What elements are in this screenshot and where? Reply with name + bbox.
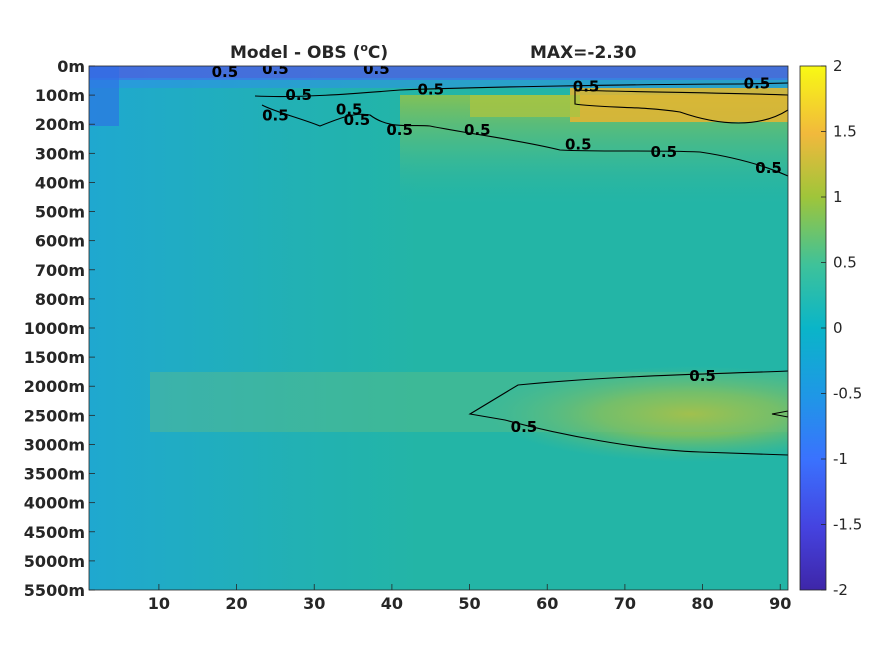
colorbar: 2 1.5 1 0.5 0 -0.5 -1 -1.5 -2 (799, 57, 862, 599)
y-tick-label: 4000m (24, 494, 85, 513)
x-tick-label: 30 (303, 594, 325, 613)
contour-label: 0.5 (262, 106, 289, 124)
left-cool-region (89, 66, 419, 590)
colorbar-tick-label: -1.5 (833, 516, 862, 534)
contour-label: 0.5 (386, 121, 413, 139)
y-tick-label: 1000m (24, 319, 85, 338)
colorbar-tick-label: 0.5 (833, 254, 857, 272)
x-tick-label: 10 (148, 594, 170, 613)
colorbar-tick-label: 2 (833, 57, 843, 75)
y-tick-label: 2000m (24, 377, 85, 396)
left-cold-corner (89, 66, 119, 126)
x-tick-label: 70 (614, 594, 636, 613)
contour-label: 0.5 (363, 60, 390, 78)
y-tick-label: 200m (35, 115, 85, 134)
y-tick-label: 5000m (24, 552, 85, 571)
y-tick-label: 4500m (24, 523, 85, 542)
contour-label: 0.5 (565, 136, 592, 154)
contour-label: 0.5 (689, 367, 716, 385)
y-tick-label: 500m (35, 203, 85, 222)
y-tick-label: 600m (35, 232, 85, 251)
contour-upper-lower (261, 104, 788, 177)
y-tick-label: 2500m (24, 406, 85, 425)
y-tick-label: 0m (57, 57, 85, 76)
max-value-label: MAX=-2.30 (530, 43, 637, 63)
y-axis: 0m 100m 200m 300m 400m 500m 600m 700m 800m 1000m 1… (24, 57, 95, 600)
x-tick-label: 90 (769, 594, 791, 613)
colorbar-ticks: 2 1.5 1 0.5 0 -0.5 -1 -1.5 -2 (821, 57, 862, 599)
chart-title: Model - OBS (oC) (230, 41, 388, 63)
deep-warm-anomaly (490, 366, 788, 462)
contour-label: 0.5 (344, 111, 371, 129)
y-tick-label: 3000m (24, 435, 85, 454)
upper-warm-patch (570, 88, 788, 122)
surface-cold-band-2 (89, 78, 788, 88)
contour-label: 0.5 (650, 143, 677, 161)
colorbar-tick-label: -2 (833, 581, 848, 599)
y-tick-label: 300m (35, 144, 85, 163)
contour-label: 0.5 (573, 77, 600, 95)
colorbar-tick-label: 0 (833, 319, 843, 337)
contour-label: 0.5 (744, 74, 771, 92)
y-tick-label: 400m (35, 173, 85, 192)
upper-warm-patch-2 (470, 95, 580, 117)
contour-label: 0.5 (417, 80, 444, 98)
mid-green-band (150, 372, 788, 432)
y-tick-label: 800m (35, 290, 85, 309)
x-tick-label: 50 (458, 594, 480, 613)
y-tick-label: 5500m (24, 581, 85, 600)
contour-warm-core (574, 89, 788, 124)
x-axis: 10 20 30 40 50 60 70 80 90 (148, 584, 791, 613)
contour-label: 0.5 (755, 159, 782, 177)
surface-cold-band (89, 66, 788, 80)
x-tick-label: 80 (691, 594, 713, 613)
degree-superscript: o (360, 41, 368, 54)
contour-label: 0.5 (464, 121, 491, 139)
contour-deep-inner (771, 410, 788, 418)
y-tick-label: 700m (35, 261, 85, 280)
y-tick-label: 100m (35, 86, 85, 105)
contour-label: 0.5 (285, 86, 312, 104)
contour-labels: 0.5 0.5 0.50.5 0.5 0.5 0.50.5 0.50.50.5 0.50.5 0… (212, 60, 782, 436)
contour-label: 0.5 (262, 60, 289, 78)
heatmap-field: 0.5 0.5 0.50.5 0.5 0.5 0.50.5 0.50.50.5 0.50.5 0… (89, 60, 788, 590)
colorbar-tick-label: 1.5 (833, 123, 857, 141)
x-tick-label: 20 (225, 594, 247, 613)
x-tick-label: 40 (381, 594, 403, 613)
contour-label: 0.5 (511, 418, 538, 436)
contour-deep (468, 370, 788, 456)
y-tick-label: 1500m (24, 348, 85, 367)
contour-label: 0.5 (336, 101, 363, 119)
contour-upper (254, 82, 788, 98)
y-tick-label: 3500m (24, 465, 85, 484)
colorbar-tick-label: -0.5 (833, 385, 862, 403)
colorbar-tick-label: 1 (833, 188, 843, 206)
x-tick-label: 60 (536, 594, 558, 613)
contour-lines (254, 82, 788, 456)
colorbar-tick-label: -1 (833, 450, 848, 468)
contour-label: 0.5 (212, 63, 239, 81)
